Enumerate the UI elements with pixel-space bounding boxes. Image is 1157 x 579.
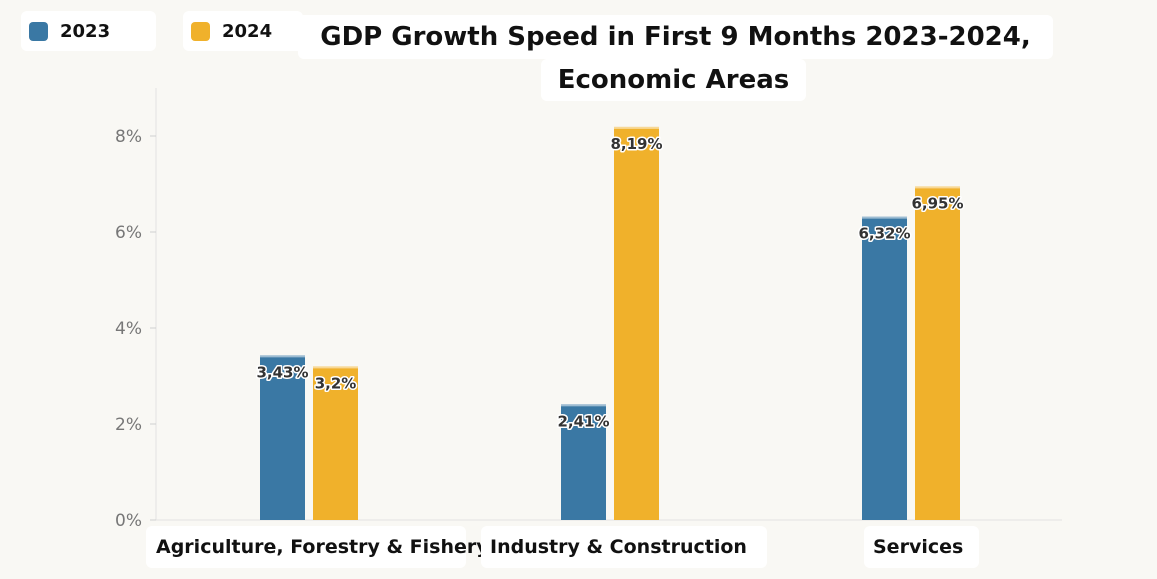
data-label-2023-1: 2,41% xyxy=(557,412,609,430)
bar-top-highlight xyxy=(614,126,659,129)
legend-item-2024: 2024 xyxy=(183,11,303,51)
chart-title-line1: GDP Growth Speed in First 9 Months 2023-… xyxy=(298,15,1053,59)
y-tick-label: 2% xyxy=(115,415,142,435)
legend-label-2023: 2023 xyxy=(60,20,111,42)
axis-layer: 0% 2% 4% 6% 8% xyxy=(115,88,1062,531)
bar-2024-0 xyxy=(313,366,358,520)
data-label-layer: 3,43% 2,41% 6,32% 3,2% 8,19% 6,95% xyxy=(255,133,965,431)
y-tick-label: 0% xyxy=(115,511,142,531)
bar-2023-1 xyxy=(561,404,606,520)
bar-top-highlight xyxy=(862,216,907,219)
bar-top-highlight xyxy=(313,366,358,369)
data-label-2024-0: 3,2% xyxy=(315,374,357,392)
category-label-industry: Industry & Construction xyxy=(481,526,767,568)
legend-label-2024: 2024 xyxy=(222,20,273,42)
bar-top-highlight xyxy=(561,404,606,407)
data-label-2024-1: 8,19% xyxy=(610,135,662,153)
data-label-2023-0: 3,43% xyxy=(256,363,308,381)
legend-swatch-2024 xyxy=(191,21,210,41)
bar-2023-0 xyxy=(260,355,305,520)
bar-top-highlight xyxy=(915,186,960,189)
legend-item-2023: 2023 xyxy=(21,11,156,51)
data-label-2023-2: 6,32% xyxy=(858,225,910,243)
chart-title-line2: Economic Areas xyxy=(541,59,806,101)
y-tick-label: 8% xyxy=(115,127,142,147)
legend-swatch-2023 xyxy=(29,21,48,41)
bar-layer xyxy=(260,126,960,520)
y-tick-label: 4% xyxy=(115,319,142,339)
data-label-2024-2: 6,95% xyxy=(911,194,963,212)
category-label-services: Services xyxy=(864,526,979,568)
bar-2024-2 xyxy=(915,186,960,520)
category-label-agriculture: Agriculture, Forestry & Fishery xyxy=(146,526,489,568)
bar-2024-1 xyxy=(614,126,659,520)
y-tick-label: 6% xyxy=(115,223,142,243)
bar-top-highlight xyxy=(260,355,305,358)
bar-2023-2 xyxy=(862,216,907,520)
